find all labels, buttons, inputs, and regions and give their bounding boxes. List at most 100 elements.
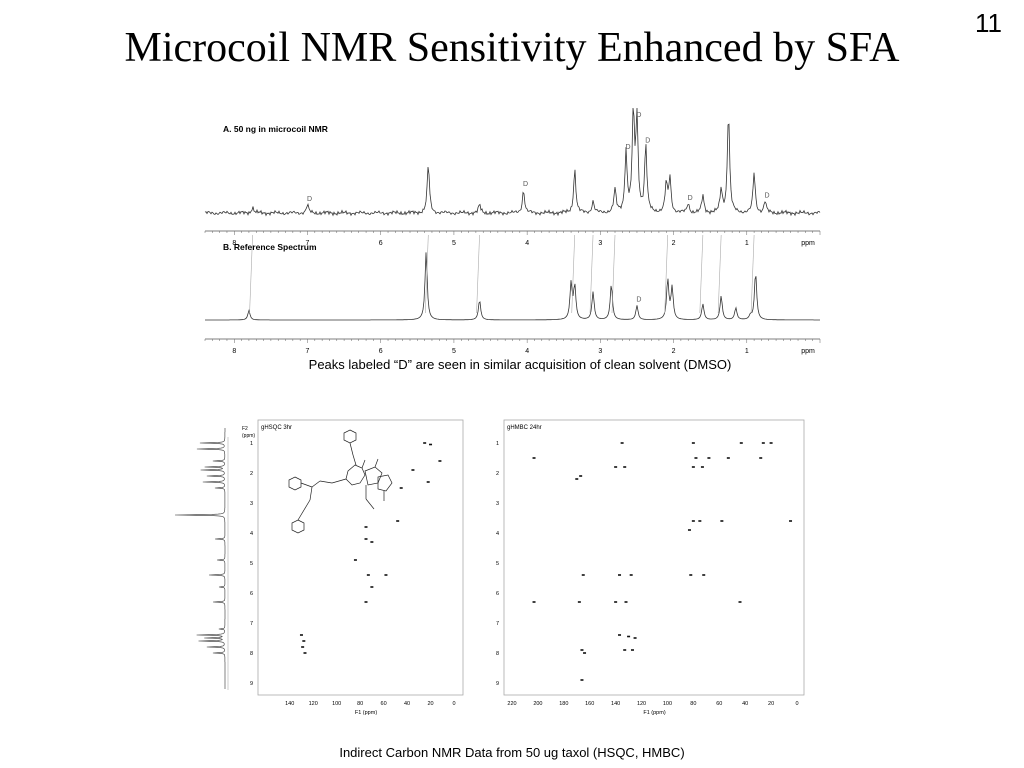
x-tick-label-0-3: 3: [598, 240, 602, 247]
x-axis-label-2: F1 (ppm): [355, 710, 377, 716]
x-tick-label-3-40: 40: [742, 701, 748, 707]
peak-label-0-11: D: [645, 137, 650, 144]
cross-peak-3-23: [629, 574, 633, 576]
y-tick-label-2-3: 3: [250, 501, 253, 507]
x-tick-label-2-60: 60: [381, 701, 387, 707]
y-tick-label-3-4: 4: [496, 531, 499, 537]
cross-peak-3-33: [633, 637, 637, 639]
cross-peak-3-11: [623, 466, 627, 468]
structure-ring-2: [364, 466, 383, 486]
x-axis-label-0: ppm: [801, 240, 815, 247]
cross-peak-3-3: [761, 442, 765, 444]
structure-bond-5: [331, 478, 347, 484]
caption-solvent-peaks: Peaks labeled “D” are seen in similar ac…: [308, 357, 732, 372]
x-tick-label-2-100: 100: [332, 701, 341, 707]
x-tick-label-3-60: 60: [716, 701, 722, 707]
peak-label-0-8: D: [625, 144, 630, 151]
cross-peak-2-17: [301, 646, 305, 648]
cross-peak-2-2: [438, 460, 442, 462]
cross-peak-3-38: [580, 679, 584, 681]
y-tick-label-3-8: 8: [496, 651, 499, 657]
x-tick-label-3-20: 20: [768, 701, 774, 707]
x-tick-label-1-4: 4: [525, 348, 529, 355]
x-axis-label-1: ppm: [801, 348, 815, 355]
x-tick-label-0-2: 2: [672, 240, 676, 247]
y-tick-label-2-1: 1: [250, 441, 253, 447]
cross-peak-2-11: [366, 574, 370, 576]
cross-peak-3-28: [614, 601, 618, 603]
structure-bond-3: [311, 480, 321, 488]
x-tick-label-2-120: 120: [309, 701, 318, 707]
y-tick-label-2-2: 2: [250, 471, 253, 477]
slide-number: 11: [975, 8, 1002, 38]
slide-title: Microcoil NMR Sensitivity Enhanced by SF…: [124, 25, 900, 71]
cross-peak-2-0: [423, 442, 427, 444]
y-tick-label-3-5: 5: [496, 561, 499, 567]
y-tick-label-3-1: 1: [496, 441, 499, 447]
cross-peak-2-6: [364, 526, 368, 528]
x-tick-label-2-80: 80: [357, 701, 363, 707]
y-axis-label-line-0: F2: [242, 426, 248, 432]
x-tick-label-1-7: 7: [306, 348, 310, 355]
cross-peak-3-2: [739, 442, 743, 444]
y-tick-label-2-7: 7: [250, 621, 253, 627]
cross-peak-2-3: [411, 469, 415, 471]
correlation-line-3: [571, 234, 576, 314]
x-axis-label-3: F1 (ppm): [643, 710, 665, 716]
y-tick-label-3-6: 6: [496, 591, 499, 597]
structure-bond-7: [297, 499, 311, 521]
cross-peak-3-8: [726, 457, 730, 459]
cross-peak-3-14: [579, 475, 583, 477]
cross-peak-3-4: [769, 442, 773, 444]
structure-ring-0: [343, 429, 357, 444]
structure-bond-2: [300, 482, 313, 488]
cross-peak-3-34: [623, 649, 627, 651]
cross-peak-2-15: [299, 634, 303, 636]
cross-peak-2-4: [426, 481, 430, 483]
x-tick-label-1-5: 5: [452, 348, 456, 355]
correlation-line-7: [699, 234, 704, 314]
correlation-line-1: [425, 234, 429, 314]
structure-bond-0: [349, 442, 354, 456]
cross-peak-2-9: [370, 541, 374, 543]
x-tick-label-1-3: 3: [598, 348, 602, 355]
peak-label-1-7: D: [636, 297, 641, 304]
peak-label-0-19: D: [765, 193, 770, 200]
peak-label-0-14: D: [688, 195, 693, 202]
x-tick-label-2-140: 140: [285, 701, 294, 707]
y-tick-label-2-5: 5: [250, 561, 253, 567]
y-tick-label-3-9: 9: [496, 681, 499, 687]
cross-peak-3-19: [687, 529, 691, 531]
cross-peak-3-29: [624, 601, 628, 603]
structure-ring-1: [345, 464, 366, 486]
x-tick-label-0-6: 6: [379, 240, 383, 247]
cross-peak-3-24: [689, 574, 693, 576]
cross-peak-3-12: [691, 466, 695, 468]
x-tick-label-3-220: 220: [507, 701, 516, 707]
cross-peak-2-13: [370, 586, 374, 588]
x-tick-label-0-7: 7: [306, 240, 310, 247]
cross-peak-2-5: [399, 487, 403, 489]
correlation-line-9: [750, 234, 755, 314]
cross-peak-3-1: [691, 442, 695, 444]
cross-peak-3-30: [738, 601, 742, 603]
peak-label-0-1: D: [307, 196, 312, 203]
y-tick-label-2-6: 6: [250, 591, 253, 597]
cross-peak-3-13: [700, 466, 704, 468]
x-tick-label-1-1: 1: [745, 348, 749, 355]
hsqc-projection-trace: [174, 428, 226, 689]
x-tick-label-3-80: 80: [690, 701, 696, 707]
correlation-line-2: [476, 234, 480, 314]
cross-peak-3-32: [627, 635, 631, 638]
structure-ring-3: [377, 474, 393, 492]
panel-frame-2: [257, 419, 464, 696]
correlation-line-5: [611, 234, 616, 314]
x-tick-label-0-8: 8: [232, 240, 236, 247]
x-tick-label-0-4: 4: [525, 240, 529, 247]
panel-frame-3: [503, 419, 805, 696]
cross-peak-3-35: [630, 649, 634, 651]
correlation-line-4: [589, 234, 594, 314]
cross-peak-2-7: [396, 520, 400, 522]
structure-ring-4: [288, 476, 302, 491]
